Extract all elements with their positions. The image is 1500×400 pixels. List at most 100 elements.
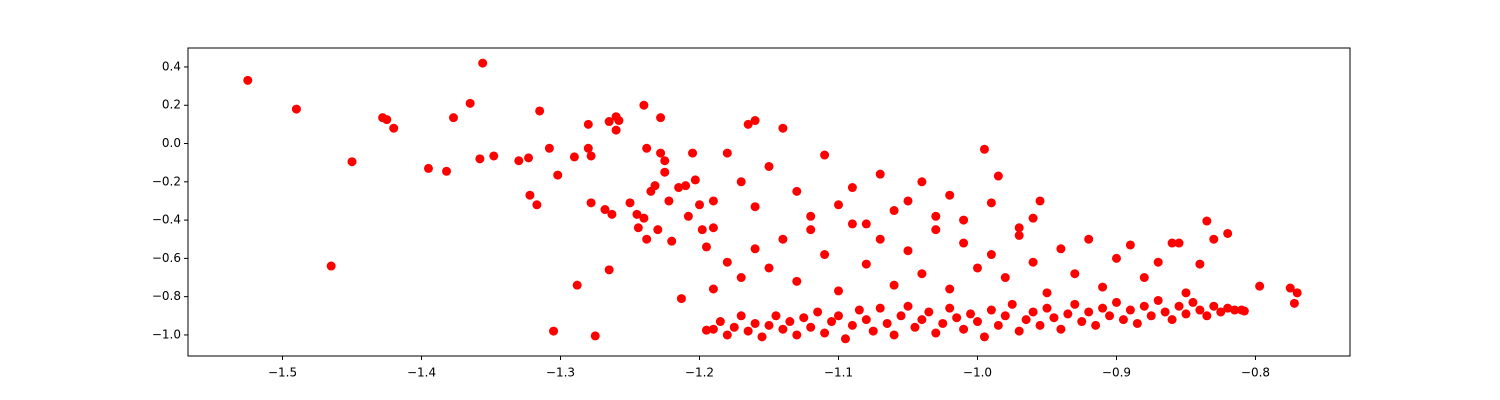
- point: [489, 151, 499, 161]
- point: [1181, 309, 1191, 319]
- point: [938, 318, 948, 328]
- point: [708, 284, 718, 294]
- point: [590, 331, 600, 341]
- point: [633, 223, 643, 233]
- point: [986, 198, 996, 208]
- point: [729, 322, 739, 332]
- point: [806, 225, 816, 235]
- point: [875, 303, 885, 313]
- point: [1230, 305, 1240, 315]
- point: [875, 234, 885, 244]
- point: [544, 143, 554, 153]
- point: [1167, 315, 1177, 325]
- point: [959, 324, 969, 334]
- point: [792, 276, 802, 286]
- y-tick-label: −1.0: [152, 327, 181, 341]
- point: [1111, 297, 1121, 307]
- point: [820, 250, 830, 260]
- x-tick-label: −1.5: [268, 366, 297, 380]
- point: [875, 169, 885, 179]
- point: [1028, 213, 1038, 223]
- point: [792, 186, 802, 196]
- point: [535, 106, 545, 116]
- point: [465, 98, 475, 108]
- point: [792, 330, 802, 340]
- point: [896, 311, 906, 321]
- point: [959, 238, 969, 248]
- point: [972, 263, 982, 273]
- point: [514, 156, 524, 166]
- point: [1014, 223, 1024, 233]
- point: [1202, 311, 1212, 321]
- point: [1091, 320, 1101, 330]
- point: [799, 313, 809, 323]
- plot-frame: [187, 47, 1351, 357]
- point: [688, 148, 698, 158]
- point: [847, 320, 857, 330]
- point: [1223, 228, 1233, 238]
- point: [604, 117, 614, 127]
- x-tick-label: −1.1: [824, 366, 853, 380]
- point: [701, 325, 711, 335]
- x-tick-label: −1.0: [963, 366, 992, 380]
- point: [1000, 273, 1010, 283]
- point: [653, 225, 663, 235]
- point: [1042, 303, 1052, 313]
- point: [882, 318, 892, 328]
- point: [1223, 303, 1233, 313]
- point: [931, 328, 941, 338]
- point: [708, 324, 718, 334]
- point: [750, 202, 760, 212]
- point: [917, 269, 927, 279]
- point: [701, 242, 711, 252]
- point: [326, 261, 336, 271]
- point: [639, 213, 649, 223]
- point: [931, 225, 941, 235]
- point: [697, 225, 707, 235]
- point: [586, 198, 596, 208]
- point: [583, 143, 593, 153]
- point: [664, 196, 674, 206]
- point: [903, 301, 913, 311]
- point: [986, 305, 996, 315]
- point: [736, 273, 746, 283]
- point: [952, 313, 962, 323]
- point: [1174, 301, 1184, 311]
- point: [600, 205, 610, 215]
- point: [676, 294, 686, 304]
- point: [674, 183, 684, 193]
- point: [1021, 315, 1031, 325]
- y-tick-label: −0.6: [152, 251, 181, 265]
- point: [1125, 240, 1135, 250]
- y-tick-label: −0.2: [152, 174, 181, 188]
- point: [475, 154, 485, 164]
- point: [820, 328, 830, 338]
- point: [1035, 196, 1045, 206]
- point: [442, 166, 452, 176]
- point: [924, 307, 934, 317]
- point: [778, 234, 788, 244]
- point: [347, 157, 357, 167]
- point: [1216, 307, 1226, 317]
- point: [1014, 230, 1024, 240]
- point: [1111, 253, 1121, 263]
- point: [917, 315, 927, 325]
- point: [291, 104, 301, 114]
- point: [1000, 311, 1010, 321]
- point: [423, 163, 433, 173]
- point: [478, 58, 488, 68]
- point: [945, 190, 955, 200]
- point: [1139, 273, 1149, 283]
- point: [569, 152, 579, 162]
- point: [604, 265, 614, 275]
- point: [833, 311, 843, 321]
- point: [1202, 216, 1212, 226]
- point: [785, 317, 795, 327]
- point: [840, 334, 850, 344]
- point: [614, 116, 624, 126]
- point: [959, 215, 969, 225]
- y-tick-label: −0.4: [152, 213, 181, 227]
- point: [778, 324, 788, 334]
- point: [979, 144, 989, 154]
- point: [660, 167, 670, 177]
